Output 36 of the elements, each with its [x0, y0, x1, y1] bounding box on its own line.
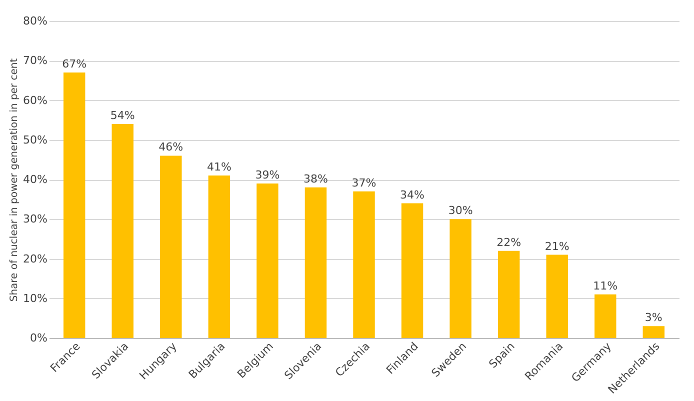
y-tick-label: 0%	[30, 332, 48, 344]
data-label: 54%	[110, 109, 135, 122]
data-label: 11%	[593, 279, 618, 292]
bar	[642, 326, 665, 338]
bar	[546, 254, 568, 338]
data-label: 22%	[496, 236, 522, 249]
data-label: 41%	[206, 160, 232, 174]
data-label: 38%	[304, 172, 328, 186]
bar	[256, 183, 278, 338]
bar	[112, 124, 134, 338]
data-label: 37%	[352, 176, 376, 190]
data-label: 39%	[255, 168, 280, 182]
y-tick-label: 70%	[23, 54, 48, 68]
data-label: 34%	[400, 188, 424, 202]
data-label: 3%	[644, 311, 662, 324]
y-tick-label: 80%	[23, 14, 48, 28]
y-tick-label: 30%	[23, 212, 48, 226]
y-tick-label: 10%	[23, 292, 48, 305]
bar	[304, 187, 327, 338]
bar	[498, 250, 520, 338]
y-axis-title: Share of nuclear in power generation in per cent	[9, 58, 20, 302]
bar	[450, 219, 472, 338]
data-label: 21%	[544, 240, 570, 253]
y-tick-label: 40%	[23, 173, 48, 186]
bar	[208, 176, 230, 338]
data-label: 46%	[158, 140, 184, 154]
bar	[401, 203, 424, 338]
bar	[160, 156, 182, 338]
y-tick-label: 60%	[23, 94, 48, 107]
bar	[594, 294, 616, 338]
data-label: 67%	[62, 58, 87, 71]
y-tick-label: 20%	[23, 252, 48, 266]
data-label: 30%	[448, 204, 473, 218]
bar	[353, 191, 375, 338]
bar	[63, 72, 86, 338]
y-tick-label: 50%	[23, 133, 48, 146]
